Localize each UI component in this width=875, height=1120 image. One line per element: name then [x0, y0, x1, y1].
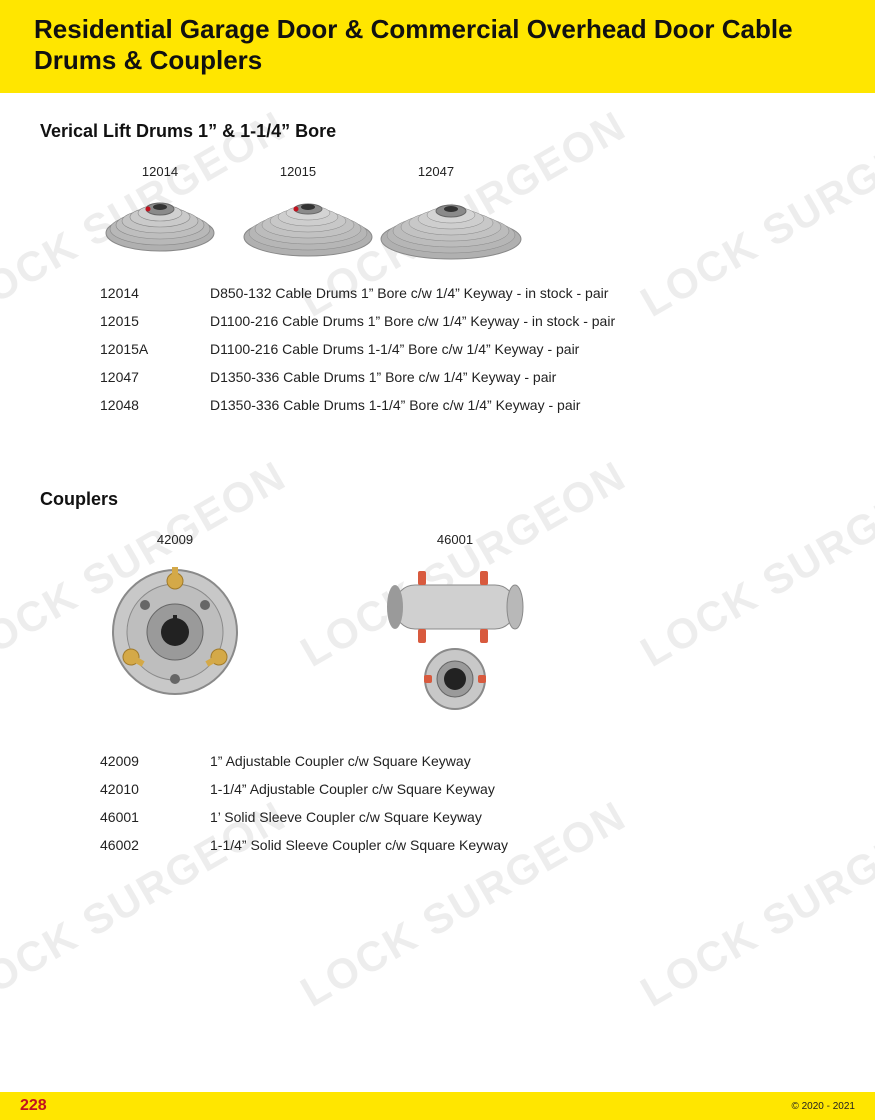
spec-desc: 1-1/4” Adjustable Coupler c/w Square Key…: [210, 781, 835, 797]
table-row: 42010 1-1/4” Adjustable Coupler c/w Squa…: [100, 775, 835, 803]
table-row: 12014 D850-132 Cable Drums 1” Bore c/w 1…: [100, 279, 835, 307]
page-number: 228: [20, 1097, 47, 1115]
spec-code: 42010: [100, 781, 210, 797]
spec-code: 12015A: [100, 341, 210, 357]
product-image: 12015: [238, 164, 358, 255]
spec-code: 12014: [100, 285, 210, 301]
page-title: Residential Garage Door & Commercial Ove…: [34, 14, 841, 75]
coupler-images-row: 42009 46001: [100, 532, 835, 717]
product-label: 12047: [418, 164, 454, 179]
spec-desc: D1350-336 Cable Drums 1-1/4” Bore c/w 1/…: [210, 397, 835, 413]
drum-icon: [376, 185, 496, 255]
spec-code: 12047: [100, 369, 210, 385]
header-bar: Residential Garage Door & Commercial Ove…: [0, 0, 875, 93]
spec-code: 46001: [100, 809, 210, 825]
drum-icon: [238, 185, 358, 255]
spec-desc: 1-1/4” Solid Sleeve Coupler c/w Square K…: [210, 837, 835, 853]
product-image: 12047: [376, 164, 496, 255]
drum-icon: [100, 185, 220, 255]
footer-bar: 228 © 2020 - 2021: [0, 1092, 875, 1120]
product-label: 12014: [142, 164, 178, 179]
product-image: 46001: [370, 532, 540, 717]
copyright: © 2020 - 2021: [791, 1101, 855, 1112]
section2-title: Couplers: [40, 489, 835, 510]
spec-desc: 1” Adjustable Coupler c/w Square Keyway: [210, 753, 835, 769]
spec-desc: D1100-216 Cable Drums 1-1/4” Bore c/w 1/…: [210, 341, 835, 357]
product-label: 42009: [157, 532, 193, 547]
table-row: 46002 1-1/4” Solid Sleeve Coupler c/w Sq…: [100, 831, 835, 859]
coupler-flange-icon: [100, 557, 250, 707]
table-row: 12048 D1350-336 Cable Drums 1-1/4” Bore …: [100, 391, 835, 419]
spec-code: 46002: [100, 837, 210, 853]
spec-desc: D1350-336 Cable Drums 1” Bore c/w 1/4” K…: [210, 369, 835, 385]
section2-table: 42009 1” Adjustable Coupler c/w Square K…: [100, 747, 835, 859]
table-row: 12015A D1100-216 Cable Drums 1-1/4” Bore…: [100, 335, 835, 363]
spec-desc: D1100-216 Cable Drums 1” Bore c/w 1/4” K…: [210, 313, 835, 329]
section1-table: 12014 D850-132 Cable Drums 1” Bore c/w 1…: [100, 279, 835, 419]
section1-title: Verical Lift Drums 1” & 1-1/4” Bore: [40, 121, 835, 142]
coupler-sleeve-icon: [370, 557, 540, 717]
table-row: 12047 D1350-336 Cable Drums 1” Bore c/w …: [100, 363, 835, 391]
product-label: 12015: [280, 164, 316, 179]
spec-code: 12048: [100, 397, 210, 413]
spec-desc: D850-132 Cable Drums 1” Bore c/w 1/4” Ke…: [210, 285, 835, 301]
spec-code: 42009: [100, 753, 210, 769]
spec-desc: 1’ Solid Sleeve Coupler c/w Square Keywa…: [210, 809, 835, 825]
drum-images-row: 12014 12015: [100, 164, 835, 255]
spec-code: 12015: [100, 313, 210, 329]
product-image: 42009: [100, 532, 250, 707]
product-label: 46001: [437, 532, 473, 547]
table-row: 46001 1’ Solid Sleeve Coupler c/w Square…: [100, 803, 835, 831]
table-row: 42009 1” Adjustable Coupler c/w Square K…: [100, 747, 835, 775]
table-row: 12015 D1100-216 Cable Drums 1” Bore c/w …: [100, 307, 835, 335]
product-image: 12014: [100, 164, 220, 255]
